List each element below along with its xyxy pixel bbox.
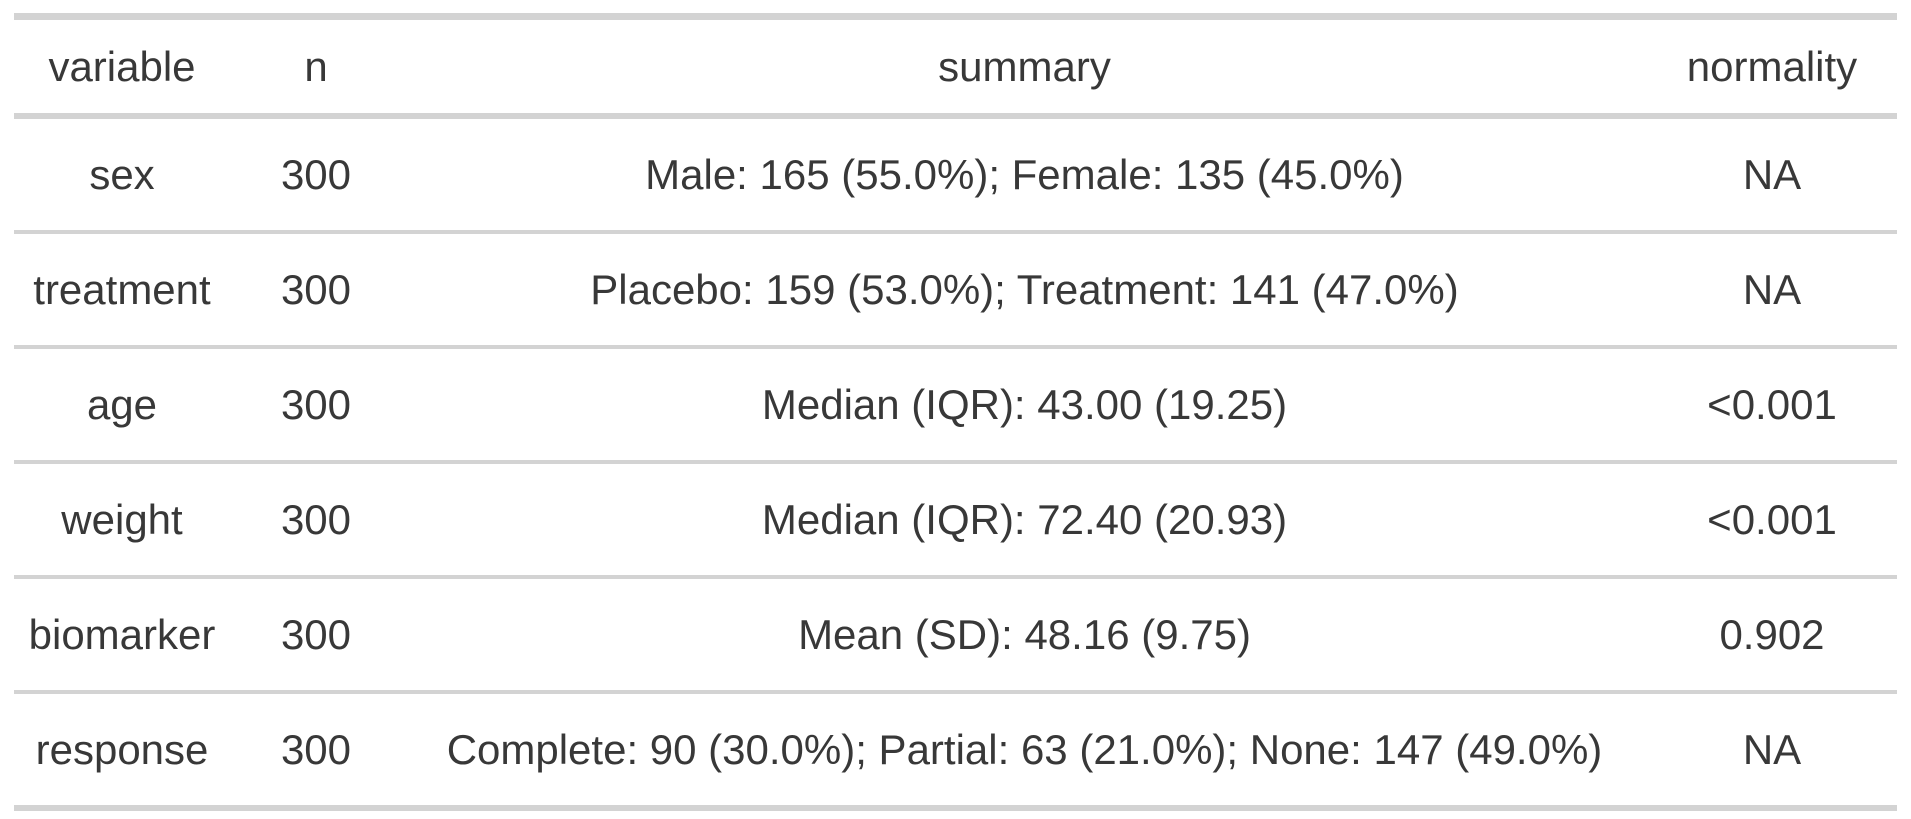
cell-normality: <0.001 (1647, 460, 1897, 577)
cell-variable: treatment (14, 230, 230, 347)
cell-summary: Median (IQR): 72.40 (20.93) (402, 460, 1647, 577)
table-row: sex 300 Male: 165 (55.0%); Female: 135 (45… (14, 116, 1897, 232)
table-row: response 300 Complete: 90 (30.0%); Partial… (14, 690, 1897, 808)
cell-variable: weight (14, 460, 230, 577)
cell-normality: NA (1647, 230, 1897, 347)
cell-summary: Complete: 90 (30.0%); Partial: 63 (21.0%… (402, 690, 1647, 808)
table-body: sex 300 Male: 165 (55.0%); Female: 135 (45… (14, 116, 1897, 808)
cell-variable: response (14, 690, 230, 808)
cell-summary: Placebo: 159 (53.0%); Treatment: 141 (47… (402, 230, 1647, 347)
header-row: variable n summary normality (14, 16, 1897, 119)
cell-variable: age (14, 345, 230, 462)
cell-n: 300 (230, 230, 402, 347)
cell-normality: 0.902 (1647, 575, 1897, 692)
table-row: biomarker 300 Mean (SD): 48.16 (9.75) 0.902 (14, 575, 1897, 692)
cell-summary: Median (IQR): 43.00 (19.25) (402, 345, 1647, 462)
cell-summary: Mean (SD): 48.16 (9.75) (402, 575, 1647, 692)
cell-normality: NA (1742, 150, 1802, 198)
cell-n: 300 (230, 690, 402, 808)
cell-n: 300 (280, 150, 352, 198)
cell-variable: biomarker (14, 575, 230, 692)
cell-variable: sex (89, 150, 155, 198)
header-variable: variable (14, 16, 230, 119)
table-header: variable n summary normality (14, 16, 1897, 119)
cell-n: 300 (230, 460, 402, 577)
table-row: age 300 Median (IQR): 43.00 (19.25) <0.001 (14, 345, 1897, 462)
cell-n: 300 (230, 345, 402, 462)
cell-summary: Male: 165 (55.0%); Female: 135 (45.0%) (645, 150, 1404, 198)
cell-n: 300 (230, 575, 402, 692)
table-row: weight 300 Median (IQR): 72.40 (20.93) <0.0… (14, 460, 1897, 577)
cell-normality: NA (1647, 690, 1897, 808)
summary-table-container: variable n summary normality sex 300 Male:… (14, 13, 1897, 811)
header-n: n (230, 16, 402, 119)
table-row: treatment 300 Placebo: 159 (53.0%); Treatm… (14, 230, 1897, 347)
header-normality: normality (1647, 16, 1897, 119)
cell-normality: <0.001 (1647, 345, 1897, 462)
header-summary: summary (402, 16, 1647, 119)
summary-statistics-table: variable n summary normality sex 300 Male:… (14, 13, 1897, 811)
